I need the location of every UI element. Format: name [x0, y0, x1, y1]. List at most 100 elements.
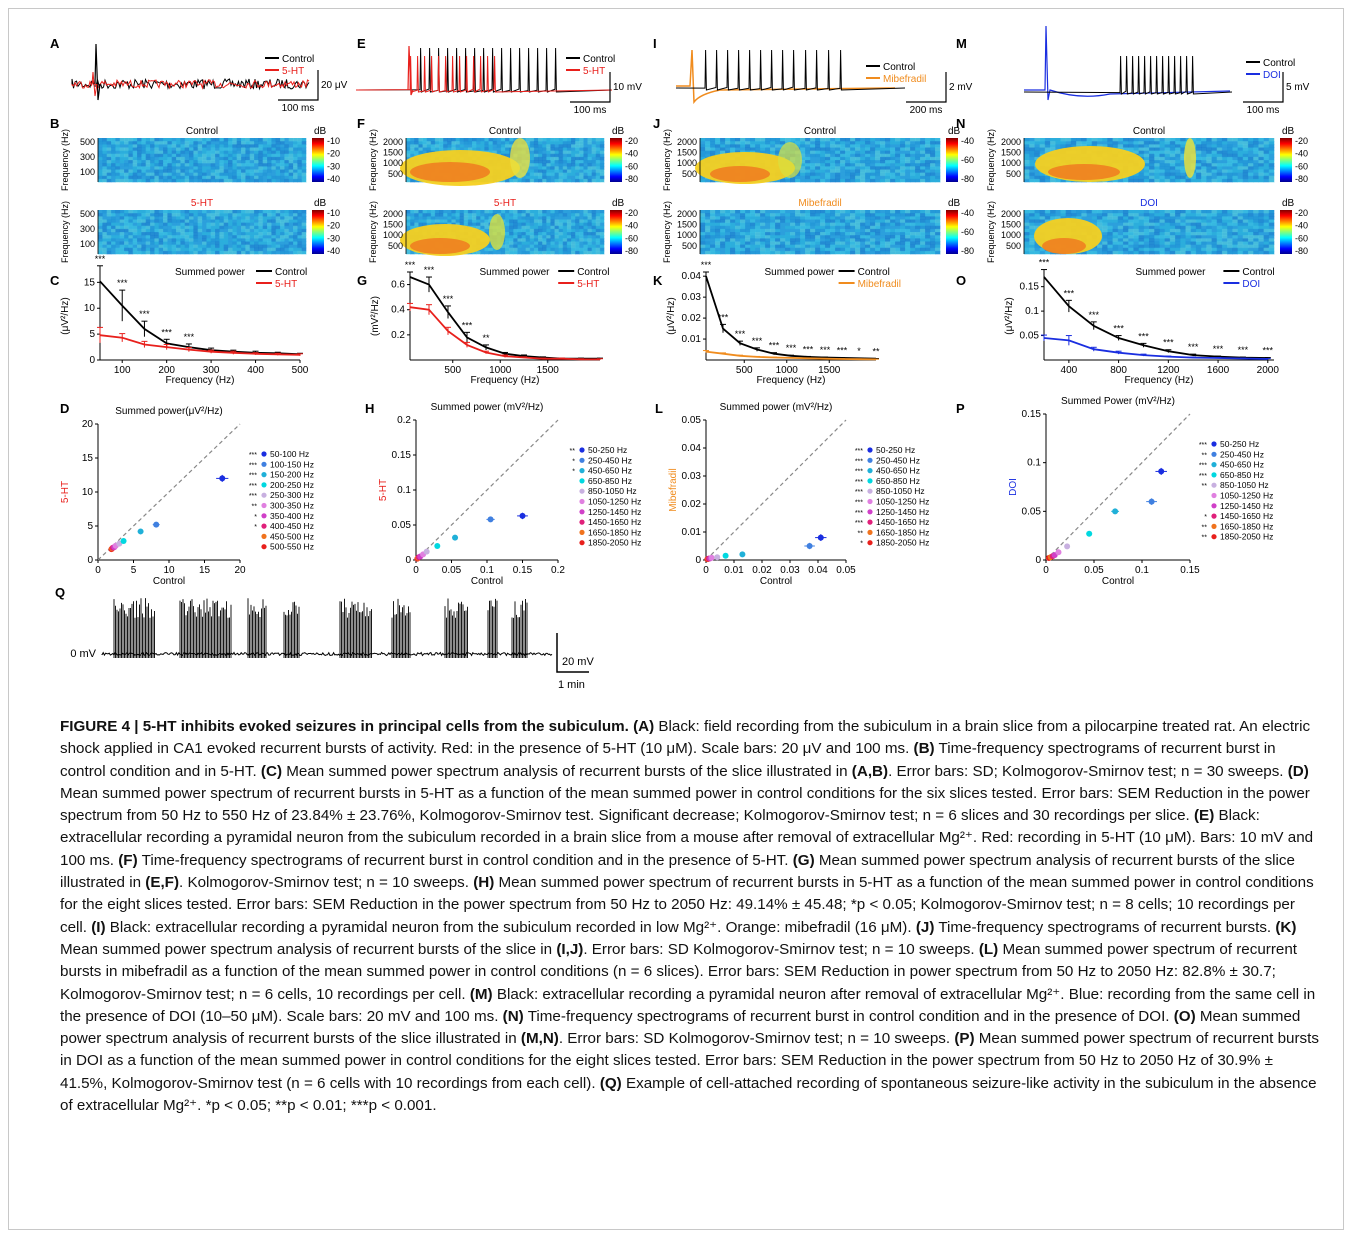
spectrogram-cell: [1055, 138, 1061, 142]
spectrogram-cell: [1024, 232, 1030, 236]
spectrogram-cell: [137, 244, 142, 249]
spectrogram-cell: [180, 219, 186, 224]
spectrogram-cell: [554, 144, 560, 148]
spectrogram-cell: [765, 244, 771, 249]
spectrogram-cell: [830, 244, 836, 249]
spectrogram-cell: [232, 166, 238, 170]
spectrogram-cell: [228, 219, 233, 224]
spectrogram-cell: [106, 222, 112, 227]
spectrogram-cell: [825, 225, 831, 230]
spectrogram-cell: [735, 141, 741, 145]
spectrogram-cell: [275, 175, 281, 180]
spectrogram-cell: [1268, 153, 1275, 158]
spectrogram-cell: [301, 210, 307, 214]
spectrogram-cell: [1138, 175, 1145, 180]
spectrogram-cell: [215, 141, 220, 145]
spectrogram-cell: [98, 172, 103, 177]
spectrogram-cell: [850, 144, 856, 148]
spectrogram-cell: [595, 250, 601, 255]
spectrogram-cell: [599, 147, 605, 152]
spectrogram-cell: [232, 219, 238, 224]
spectrogram-cell: [925, 244, 931, 249]
spectrogram-cell: [860, 138, 866, 142]
spectrogram-cell: [1164, 172, 1171, 177]
spectrogram-cell: [180, 213, 186, 217]
spectrogram-cell: [735, 138, 741, 142]
spectrogram-cell: [1138, 150, 1145, 155]
spectrogram-cell: [700, 144, 706, 148]
spectrogram-cell: [571, 244, 576, 249]
spectrogram-cell: [119, 141, 125, 145]
spectrogram-cell: [1175, 160, 1181, 164]
spectrogram-cell: [167, 150, 173, 155]
spectrogram-cell: [820, 250, 826, 255]
spectrogram-cell: [459, 210, 465, 214]
spectrogram-cell: [158, 219, 164, 224]
spectrogram-cell: [215, 244, 220, 249]
spectrogram-cell: [533, 250, 539, 255]
spectrogram-cell: [566, 172, 572, 177]
spectrogram-cell: [197, 219, 203, 224]
spectrogram-cell: [830, 219, 836, 224]
spectrogram-cell: [910, 250, 916, 255]
spectrogram-cell: [870, 153, 876, 158]
spectrogram-cell: [184, 147, 190, 152]
spectrogram-cell: [280, 219, 285, 224]
spectrogram-cell: [1034, 138, 1041, 142]
spectrogram-cell: [284, 153, 290, 158]
spectrogram-cell: [301, 150, 307, 155]
spectrogram-cell: [805, 232, 811, 236]
spectrogram-cell: [262, 172, 268, 177]
spectrogram-cell: [180, 210, 186, 214]
spectrogram-cell: [566, 232, 572, 236]
spectrogram-cell: [115, 247, 121, 252]
spectrogram-cell: [880, 250, 886, 255]
spectrogram-cell: [132, 225, 138, 230]
spectrogram-cell: [150, 172, 155, 177]
spectrogram-cell: [158, 153, 164, 158]
spectrogram-cell: [1076, 141, 1082, 145]
spectrogram-cell: [562, 166, 568, 170]
spectrogram-cell: [920, 213, 926, 217]
spectrogram-cell: [271, 219, 277, 224]
spectrogram-cell: [284, 163, 290, 167]
spectrogram-cell: [132, 222, 138, 227]
spectrogram-cell: [193, 238, 199, 242]
spectrogram-cell: [795, 232, 801, 236]
spectrogram-cell: [795, 216, 801, 220]
spectrogram-cell: [111, 213, 116, 217]
spectrogram-cell: [720, 235, 726, 239]
spectrogram-cell: [865, 169, 871, 174]
spectrogram-ytick: 500: [1006, 169, 1021, 179]
spectrogram-cell: [705, 213, 711, 217]
spectrogram-cell: [830, 163, 836, 167]
spectrogram-cell: [760, 210, 766, 214]
spectrogram-cell: [301, 178, 307, 183]
spectrogram-cell: [915, 250, 921, 255]
spectrogram-cell: [850, 138, 856, 142]
spectrogram-cell: [750, 238, 756, 242]
spectrogram-cell: [900, 156, 906, 161]
spectrogram-cell: [915, 141, 921, 145]
spectrogram-cell: [180, 238, 186, 242]
spectrogram-cell: [275, 150, 281, 155]
spectrogram-cell: [550, 225, 555, 230]
spectrogram-cell: [1195, 141, 1202, 145]
spectrogram-cell: [725, 238, 731, 242]
spectrogram-cell: [439, 219, 444, 224]
spectrogram-cell: [720, 219, 726, 224]
spectrogram-cell: [102, 169, 108, 174]
spectrogram-cell: [275, 156, 281, 161]
spectrogram-cell: [98, 175, 103, 180]
spectrogram-cell: [137, 232, 142, 236]
spectrogram-cell: [765, 250, 771, 255]
spectrogram-cell: [705, 178, 711, 183]
spectrogram-cell: [825, 138, 831, 142]
spectrogram-cell: [219, 232, 225, 236]
spectrogram-cell: [735, 235, 741, 239]
spectrogram-cell: [735, 225, 741, 230]
spectrogram-cell: [591, 138, 597, 142]
spectrogram-cell: [124, 147, 129, 152]
spectrogram-cell: [206, 166, 212, 170]
spectrogram-cell: [202, 150, 207, 155]
